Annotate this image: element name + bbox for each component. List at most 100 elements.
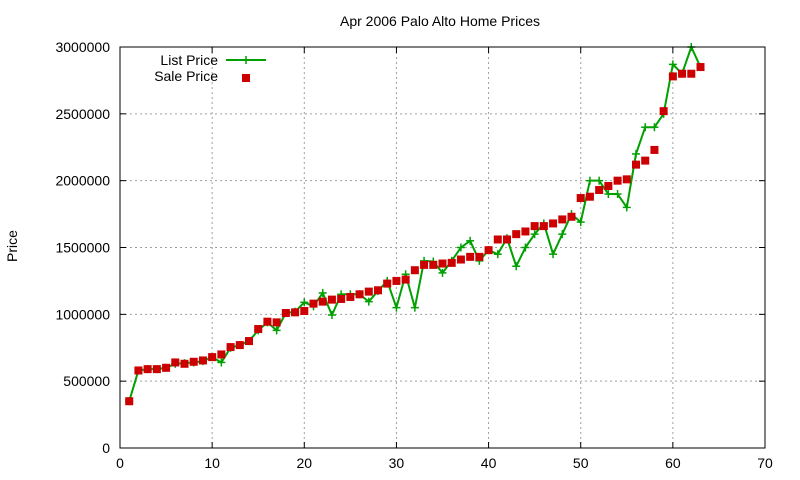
sale-price-point: [493, 235, 502, 244]
chart-title: Apr 2006 Palo Alto Home Prices: [340, 13, 540, 29]
sale-price-point: [687, 69, 696, 78]
y-axis-label: Price: [4, 230, 20, 262]
list-price-point: [604, 190, 613, 199]
sale-price-point: [152, 365, 161, 374]
sale-price-point: [226, 343, 235, 352]
plot-frame: [119, 46, 766, 449]
sale-price-point: [189, 357, 198, 366]
y-tick-label: 500000: [63, 373, 110, 389]
sale-price-point: [641, 156, 650, 165]
x-tick-label: 40: [481, 455, 497, 471]
sale-price-point: [272, 318, 281, 327]
sale-price-point: [383, 279, 392, 288]
sale-price-point: [659, 107, 668, 116]
list-price-point: [650, 123, 659, 132]
x-tick-label: 70: [757, 455, 773, 471]
sale-price-point: [530, 222, 539, 231]
list-price-point: [272, 326, 281, 335]
sale-price-point: [585, 192, 594, 201]
legend-label-sale-price: Sale Price: [154, 68, 218, 84]
list-price-point: [549, 250, 558, 259]
sale-price-point: [245, 337, 253, 346]
list-price-point: [613, 190, 622, 199]
grid: [120, 47, 765, 448]
sale-price-point: [291, 308, 300, 317]
x-tick-label: 50: [573, 455, 589, 471]
sale-price-point: [180, 359, 189, 368]
sale-price-point: [235, 341, 244, 350]
sale-price-point: [217, 350, 226, 359]
sale-price-point: [134, 366, 143, 375]
x-tick-label: 10: [204, 455, 220, 471]
sale-price-point: [438, 259, 447, 268]
list-price-point: [668, 60, 677, 69]
list-price-point: [392, 303, 401, 312]
sale-price-point: [208, 353, 217, 362]
list-price-point: [327, 311, 336, 320]
sale-price-point: [346, 292, 355, 301]
sale-price-point: [420, 260, 429, 269]
sale-price-point: [632, 160, 640, 169]
list-price-point: [466, 236, 475, 245]
list-price-point: [595, 176, 604, 185]
legend-label-list-price: List Price: [160, 52, 218, 68]
legend-marker-list-price: [242, 56, 250, 64]
sale-price-point: [364, 287, 373, 296]
sale-price-point: [429, 260, 438, 269]
sale-price-point: [613, 176, 622, 185]
y-tick-label: 0: [102, 440, 110, 456]
y-tick-label: 3000000: [55, 39, 110, 55]
sale-price-point: [696, 63, 705, 72]
sale-price-point: [300, 306, 309, 315]
sale-price-point: [484, 246, 493, 255]
list-price-point: [318, 288, 327, 297]
sale-price-point: [503, 235, 511, 244]
sale-price-point: [456, 255, 465, 264]
sale-price-point: [668, 72, 677, 81]
list-price-point: [558, 230, 567, 239]
sale-price-point: [595, 186, 604, 195]
list-price-point: [530, 230, 539, 239]
sale-price-point: [410, 266, 419, 275]
list-price-point: [438, 268, 447, 277]
sale-price-point: [327, 295, 336, 304]
list-price-point: [217, 358, 226, 367]
sale-price-point: [318, 297, 327, 306]
sale-price-point: [263, 317, 272, 326]
list-price-point: [585, 176, 594, 185]
sale-price-point: [549, 219, 558, 228]
legend-marker-sale-price: [242, 74, 250, 82]
sale-price-point: [650, 145, 659, 154]
sale-price-point: [355, 290, 364, 299]
sale-price-point: [558, 215, 567, 224]
x-tick-label: 20: [296, 455, 312, 471]
sale-price-point: [521, 227, 530, 236]
list-price-line: [128, 46, 702, 402]
sale-price-point: [567, 212, 576, 221]
sale-price-point: [143, 365, 152, 374]
axis-ticks: 0 10 20 30 40 50 60 70 0 500000 1000000 1500000 2000…: [55, 39, 773, 471]
list-price-point: [410, 303, 419, 312]
x-tick-label: 30: [389, 455, 405, 471]
sale-price-point: [374, 286, 382, 295]
y-tick-label: 2500000: [55, 106, 110, 122]
sale-price-point: [576, 194, 585, 203]
sale-price-point: [281, 308, 290, 317]
sale-price-point: [475, 252, 484, 261]
sale-price-point: [309, 299, 318, 308]
y-tick-label: 2000000: [55, 173, 110, 189]
sale-price-point: [604, 182, 613, 191]
sale-price-point: [622, 175, 631, 184]
sale-price-point: [162, 363, 171, 372]
sale-price-point: [539, 222, 548, 231]
list-price-point: [512, 262, 521, 271]
list-price-point: [622, 203, 631, 212]
sale-price-point: [125, 397, 134, 406]
sale-price-point: [171, 358, 180, 367]
x-tick-label: 60: [665, 455, 681, 471]
list-price-point: [493, 250, 502, 259]
series-layer: [125, 43, 705, 406]
sale-price-point: [447, 258, 456, 267]
x-tick-label: 0: [116, 455, 124, 471]
